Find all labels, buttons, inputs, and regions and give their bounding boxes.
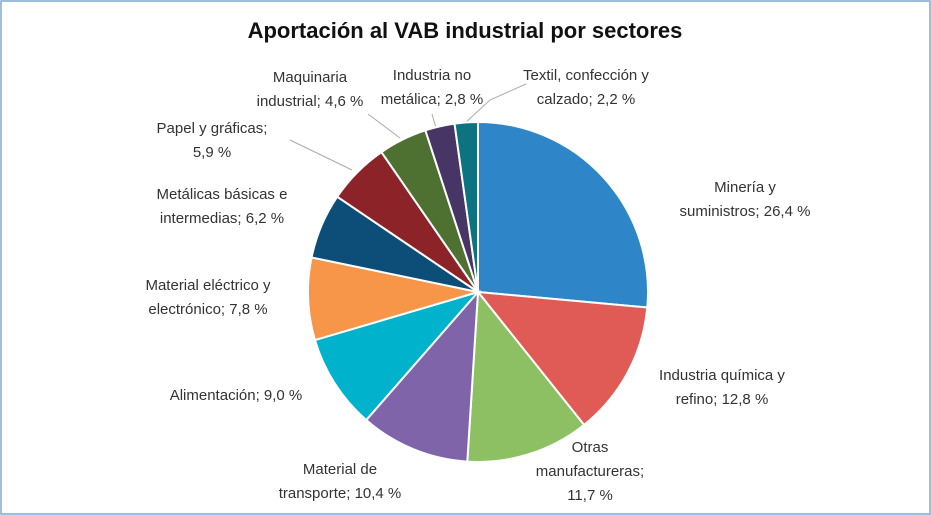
data-label: Papel y gráficas; 5,9 % bbox=[157, 120, 268, 161]
leader-line bbox=[367, 113, 401, 139]
data-label: Material de transporte; 10,4 % bbox=[279, 461, 402, 502]
data-label-line: Material eléctrico y bbox=[145, 277, 271, 294]
data-label-line: electrónico; 7,8 % bbox=[148, 301, 267, 318]
data-label-line: Textil, confección y bbox=[523, 67, 649, 84]
pie-slice bbox=[364, 289, 480, 463]
leader-line bbox=[431, 113, 437, 129]
data-label-line: intermedias; 6,2 % bbox=[160, 210, 284, 227]
data-label-line: 11,7 % bbox=[567, 487, 613, 504]
data-label: Metálicas básicas e intermedias; 6,2 % bbox=[157, 186, 288, 227]
pie-slice bbox=[477, 120, 649, 309]
data-label-line: refino; 12,8 % bbox=[676, 391, 769, 408]
data-label: Industria no metálica; 2,8 % bbox=[381, 67, 484, 108]
data-label-line: Alimentación; 9,0 % bbox=[170, 387, 303, 404]
data-label-line: Otras bbox=[572, 439, 609, 456]
pie-slice bbox=[313, 290, 482, 422]
data-label: Minería y suministros; 26,4 % bbox=[680, 179, 811, 220]
data-label-line: Industria no bbox=[393, 67, 471, 84]
data-label-line: Industria química y bbox=[659, 367, 785, 384]
data-label: Alimentación; 9,0 % bbox=[170, 387, 303, 404]
data-label-line: Minería y bbox=[714, 179, 776, 196]
data-label: Otras manufactureras; 11,7 % bbox=[536, 439, 644, 504]
data-label-line: suministros; 26,4 % bbox=[680, 203, 811, 220]
chart-title: Aportación al VAB industrial por sectore… bbox=[248, 18, 683, 43]
data-label-line: Material de bbox=[303, 461, 377, 478]
data-label-line: transporte; 10,4 % bbox=[279, 485, 402, 502]
data-label-line: 5,9 % bbox=[193, 144, 231, 161]
leader-line bbox=[463, 83, 527, 125]
pie-slice bbox=[466, 289, 586, 463]
data-label-line: Maquinaria bbox=[273, 69, 348, 86]
data-label-line: industrial; 4,6 % bbox=[257, 93, 364, 110]
leader-line bbox=[289, 139, 353, 171]
data-label: Maquinaria industrial; 4,6 % bbox=[257, 69, 364, 110]
data-label-line: Metálicas básicas e bbox=[157, 186, 288, 203]
data-label: Industria química y refino; 12,8 % bbox=[659, 367, 785, 408]
data-label: Textil, confección y calzado; 2,2 % bbox=[523, 67, 649, 108]
data-label-line: metálica; 2,8 % bbox=[381, 91, 484, 108]
data-label-line: manufactureras; bbox=[536, 463, 644, 480]
data-label: Material eléctrico y electrónico; 7,8 % bbox=[145, 277, 271, 318]
data-label-line: calzado; 2,2 % bbox=[537, 91, 635, 108]
pie-slice bbox=[453, 120, 479, 293]
data-label-line: Papel y gráficas; bbox=[157, 120, 268, 137]
pie-slice bbox=[475, 290, 649, 427]
